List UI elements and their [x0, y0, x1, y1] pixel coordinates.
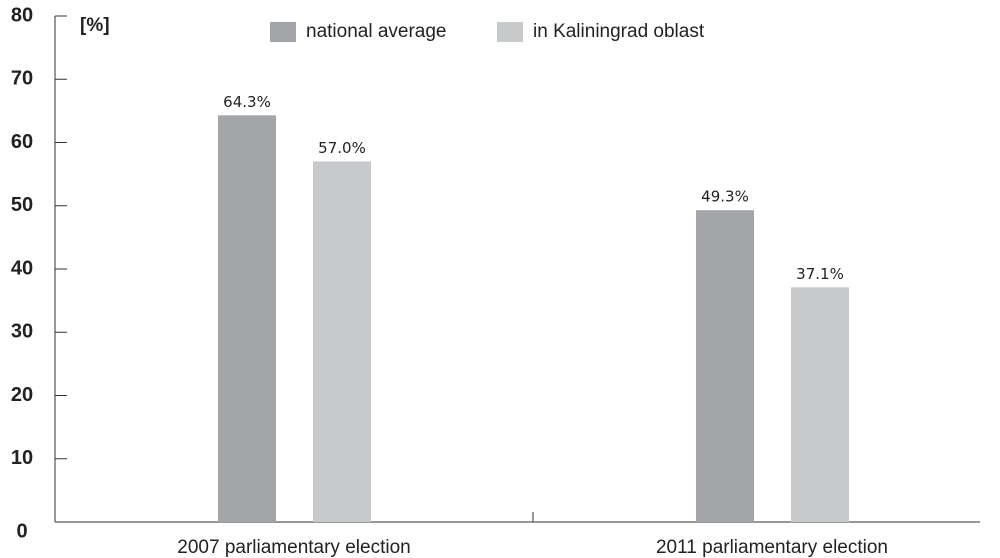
legend-label: national average — [306, 21, 447, 42]
y-tick-label: 80 — [11, 4, 33, 26]
bar — [791, 287, 849, 522]
value-label: 64.3% — [223, 93, 271, 111]
y-tick-label: 0 — [16, 520, 27, 542]
bar — [218, 115, 276, 523]
y-tick-label: 10 — [11, 447, 33, 469]
y-tick-label: 20 — [11, 384, 33, 406]
y-tick-label: 60 — [11, 131, 33, 153]
y-axis-label: [%] — [80, 15, 110, 36]
y-tick-label: 70 — [11, 68, 33, 90]
value-label: 57.0% — [318, 139, 366, 157]
x-tick-label: 2011 parliamentary election — [656, 537, 888, 558]
bar — [313, 161, 371, 522]
legend-label: in Kaliningrad oblast — [533, 21, 705, 42]
y-tick-label: 30 — [11, 321, 33, 343]
bar — [696, 210, 754, 523]
x-tick-label: 2007 parliamentary election — [177, 537, 410, 558]
value-label: 49.3% — [701, 188, 749, 206]
y-tick-label: 40 — [11, 257, 33, 279]
y-tick-label: 50 — [11, 194, 33, 216]
value-label: 37.1% — [796, 265, 844, 283]
legend-swatch — [270, 22, 296, 42]
legend-swatch — [497, 22, 523, 42]
